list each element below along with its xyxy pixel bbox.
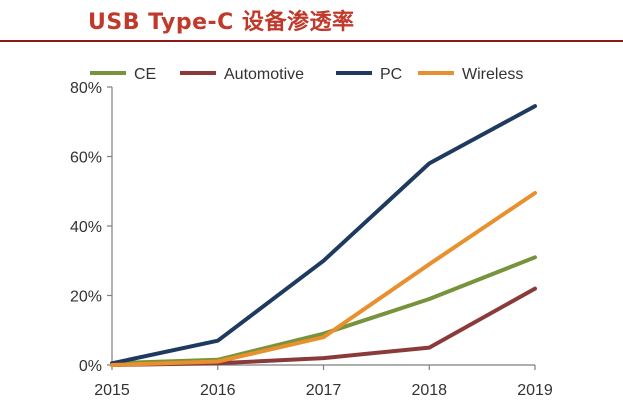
x-tick-label: 2015 bbox=[94, 382, 130, 399]
page-title: USB Type-C 设备渗透率 bbox=[88, 10, 355, 35]
y-tick-label: 60% bbox=[70, 150, 102, 167]
chart-legend: CE Automotive PC Wireless bbox=[90, 66, 523, 83]
legend-label-automotive: Automotive bbox=[224, 66, 304, 83]
title-divider bbox=[0, 40, 623, 42]
chart-axes: 0% 20% 40% 60% 80% 2015 2016 2017 2018 2019 bbox=[70, 80, 553, 399]
x-tick-label: 2018 bbox=[411, 382, 447, 399]
y-tick-label: 40% bbox=[70, 219, 102, 236]
series-line-automotive bbox=[110, 286, 537, 367]
x-tick-label: 2016 bbox=[200, 382, 236, 399]
series-lines bbox=[110, 104, 537, 367]
legend-label-ce: CE bbox=[134, 66, 156, 83]
series-line-pc bbox=[110, 104, 537, 366]
series-line-wireless bbox=[110, 191, 537, 367]
y-tick-label: 20% bbox=[70, 289, 102, 306]
series-line-ce bbox=[110, 255, 537, 366]
x-tick-label: 2019 bbox=[517, 382, 553, 399]
y-tick-label: 80% bbox=[70, 80, 102, 97]
y-tick-label: 0% bbox=[79, 358, 102, 375]
legend-label-pc: PC bbox=[380, 66, 402, 83]
x-tick-label: 2017 bbox=[306, 382, 342, 399]
legend-label-wireless: Wireless bbox=[462, 66, 523, 83]
